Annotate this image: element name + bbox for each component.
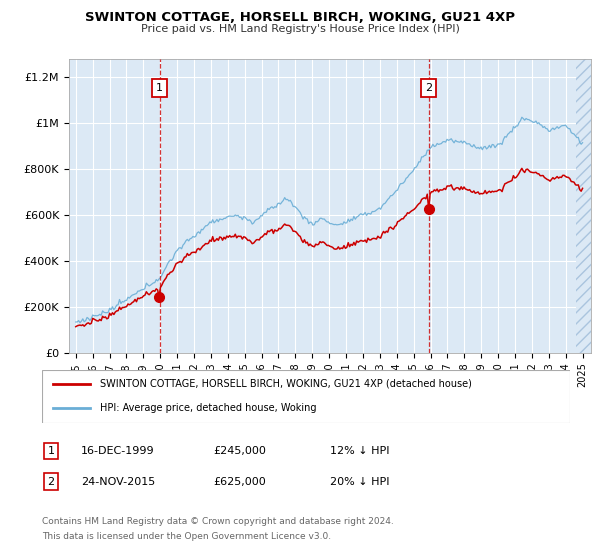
Text: Contains HM Land Registry data © Crown copyright and database right 2024.: Contains HM Land Registry data © Crown c… — [42, 517, 394, 526]
Text: 2: 2 — [425, 83, 432, 93]
Text: 24-NOV-2015: 24-NOV-2015 — [81, 477, 155, 487]
Text: 2: 2 — [47, 477, 55, 487]
Text: 20% ↓ HPI: 20% ↓ HPI — [330, 477, 389, 487]
Text: HPI: Average price, detached house, Woking: HPI: Average price, detached house, Woki… — [100, 403, 317, 413]
Text: 1: 1 — [47, 446, 55, 456]
Text: £245,000: £245,000 — [213, 446, 266, 456]
Text: 12% ↓ HPI: 12% ↓ HPI — [330, 446, 389, 456]
Text: Price paid vs. HM Land Registry's House Price Index (HPI): Price paid vs. HM Land Registry's House … — [140, 24, 460, 34]
FancyBboxPatch shape — [42, 370, 570, 423]
Text: 1: 1 — [156, 83, 163, 93]
Text: £625,000: £625,000 — [213, 477, 266, 487]
Text: 16-DEC-1999: 16-DEC-1999 — [81, 446, 155, 456]
Text: SWINTON COTTAGE, HORSELL BIRCH, WOKING, GU21 4XP: SWINTON COTTAGE, HORSELL BIRCH, WOKING, … — [85, 11, 515, 24]
Text: This data is licensed under the Open Government Licence v3.0.: This data is licensed under the Open Gov… — [42, 532, 331, 541]
Text: SWINTON COTTAGE, HORSELL BIRCH, WOKING, GU21 4XP (detached house): SWINTON COTTAGE, HORSELL BIRCH, WOKING, … — [100, 379, 472, 389]
